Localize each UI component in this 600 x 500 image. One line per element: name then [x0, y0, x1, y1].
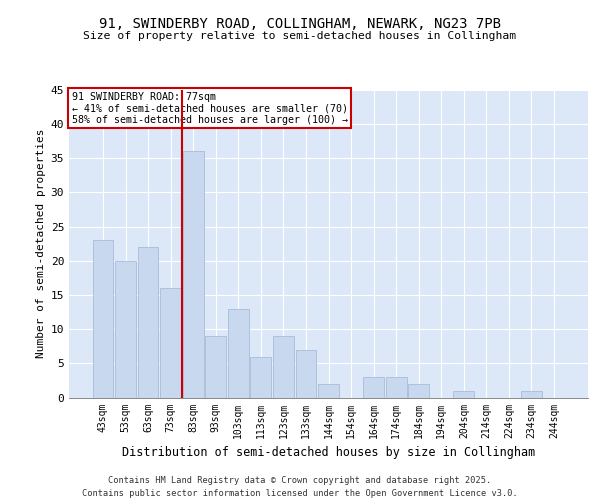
Bar [115, 261, 136, 398]
Bar [386, 377, 407, 398]
Bar [137, 247, 158, 398]
Y-axis label: Number of semi-detached properties: Number of semi-detached properties [37, 129, 46, 358]
Bar [92, 240, 113, 398]
Bar [205, 336, 226, 398]
Bar [409, 384, 429, 398]
Text: 91, SWINDERBY ROAD, COLLINGHAM, NEWARK, NG23 7PB: 91, SWINDERBY ROAD, COLLINGHAM, NEWARK, … [99, 18, 501, 32]
Bar [318, 384, 339, 398]
Bar [363, 377, 384, 398]
Text: Contains HM Land Registry data © Crown copyright and database right 2025.
Contai: Contains HM Land Registry data © Crown c… [82, 476, 518, 498]
Bar [160, 288, 181, 398]
Bar [273, 336, 294, 398]
Bar [454, 390, 474, 398]
X-axis label: Distribution of semi-detached houses by size in Collingham: Distribution of semi-detached houses by … [122, 446, 535, 459]
Bar [228, 308, 248, 398]
Text: 91 SWINDERBY ROAD: 77sqm
← 41% of semi-detached houses are smaller (70)
58% of s: 91 SWINDERBY ROAD: 77sqm ← 41% of semi-d… [71, 92, 347, 124]
Bar [250, 356, 271, 398]
Bar [296, 350, 316, 398]
Bar [183, 152, 203, 398]
Text: Size of property relative to semi-detached houses in Collingham: Size of property relative to semi-detach… [83, 31, 517, 41]
Bar [521, 390, 542, 398]
